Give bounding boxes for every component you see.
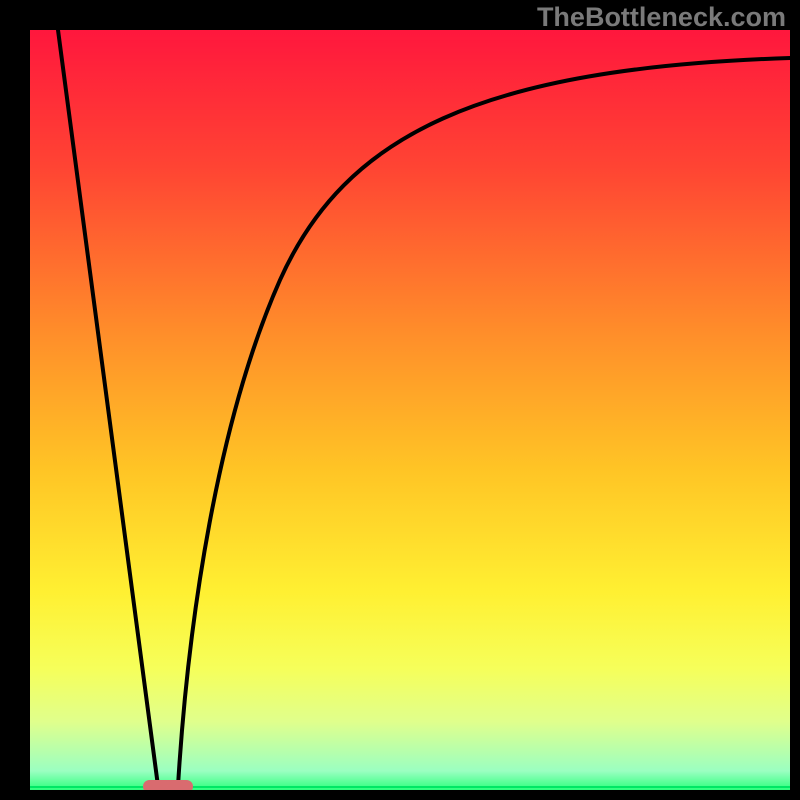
border-left [0, 0, 30, 800]
watermark-text: TheBottleneck.com [537, 2, 786, 33]
border-right [790, 0, 800, 800]
chart-canvas: TheBottleneck.com [0, 0, 800, 800]
border-bottom [0, 790, 800, 800]
bottleneck-curve [0, 0, 800, 800]
